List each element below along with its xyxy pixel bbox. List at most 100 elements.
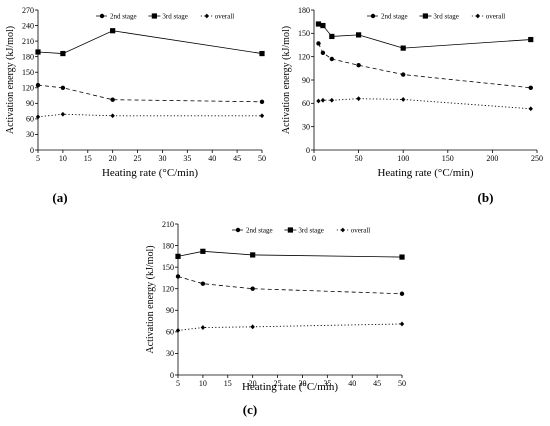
legend-marker — [204, 13, 209, 19]
x-tick-label: 25 — [274, 379, 282, 388]
data-point — [528, 106, 533, 112]
x-tick-label: 35 — [323, 379, 331, 388]
series-line — [318, 43, 531, 89]
y-tick-label: 0 — [306, 146, 310, 155]
x-tick-label: 30 — [158, 154, 166, 163]
data-point — [320, 97, 326, 103]
data-point — [316, 98, 321, 104]
chart-panel: 0 30 60 90 120 150 180 0 50 100 150 200 250 Heating r… — [281, 6, 543, 205]
y-tick-label: 90 — [166, 306, 174, 315]
data-point — [60, 85, 66, 90]
x-tick-label: 5 — [36, 154, 40, 163]
series-line — [37, 84, 263, 103]
y-tick-label: 60 — [26, 115, 34, 124]
x-tick-label: 50 — [355, 154, 363, 163]
data-point — [400, 45, 406, 51]
data-point — [315, 21, 322, 27]
series-line — [37, 113, 262, 118]
legend-marker — [340, 227, 345, 233]
x-tick-label: 40 — [348, 379, 356, 388]
data-point — [175, 328, 181, 333]
data-point — [356, 96, 361, 102]
y-tick-label: 30 — [166, 349, 174, 358]
data-point — [329, 56, 335, 62]
y-tick-label: 30 — [302, 122, 310, 131]
series-line — [318, 98, 531, 110]
legend-label: 3rd stage — [162, 13, 187, 21]
x-tick-label: 0 — [312, 154, 316, 163]
legend-marker — [235, 227, 241, 233]
x-tick-label: 250 — [531, 154, 543, 163]
legend-marker — [99, 13, 105, 19]
data-point — [528, 85, 533, 90]
x-tick-label: 20 — [109, 154, 117, 163]
data-point — [175, 274, 181, 279]
y-tick-label: 60 — [166, 328, 174, 337]
data-point — [320, 50, 326, 55]
data-point — [175, 253, 181, 259]
x-tick-label: 50 — [258, 154, 266, 163]
legend-label: 2nd stage — [381, 13, 408, 21]
legend-label: 2nd stage — [110, 13, 137, 21]
x-tick-label: 30 — [298, 379, 306, 388]
y-tick-label: 180 — [162, 241, 174, 250]
y-tick-label: 240 — [22, 21, 34, 30]
data-point — [356, 32, 362, 38]
data-point — [259, 50, 265, 57]
y-tick-label: 270 — [22, 6, 34, 15]
y-tick-label: 150 — [298, 29, 310, 38]
x-tick-label: 25 — [134, 154, 142, 163]
x-axis-title: Heating rate (°C/min) — [102, 167, 198, 179]
y-tick-label: 180 — [298, 6, 310, 15]
legend-label: overall — [486, 13, 505, 21]
data-point — [399, 254, 405, 260]
data-point — [250, 286, 255, 291]
data-point — [200, 281, 206, 286]
legend-marker — [370, 13, 376, 19]
x-tick-label: 5 — [176, 379, 180, 388]
x-axis-title: Heating rate (°C/min) — [377, 167, 473, 179]
legend-label: 2nd stage — [246, 227, 273, 235]
y-tick-label: 210 — [162, 220, 174, 229]
data-point — [528, 36, 534, 43]
data-point — [259, 113, 265, 119]
data-point — [200, 325, 206, 330]
x-tick-label: 200 — [486, 154, 498, 163]
data-point — [316, 41, 321, 46]
series-line — [177, 276, 403, 295]
chart-panel: 0 30 60 90 120 150 180 210 240 270 5 10 15 20 25 30 35 40… — [5, 6, 266, 205]
data-point — [35, 82, 41, 88]
legend-marker — [151, 13, 157, 19]
legend-label: 3rd stage — [298, 227, 323, 235]
data-point — [60, 111, 66, 117]
y-axis-title: Activation energy (kJ/mol) — [5, 26, 16, 134]
data-point — [356, 63, 361, 68]
y-tick-label: 90 — [26, 99, 34, 108]
data-point — [329, 97, 335, 103]
panel-label: (b) — [478, 190, 494, 205]
data-point — [250, 324, 255, 330]
legend-marker — [475, 13, 480, 19]
data-point — [35, 49, 41, 55]
x-tick-label: 15 — [224, 379, 232, 388]
x-tick-label: 15 — [84, 154, 92, 163]
data-point — [35, 114, 41, 120]
data-point — [329, 33, 335, 40]
series-line — [37, 30, 263, 54]
y-tick-label: 0 — [170, 371, 174, 380]
data-point — [250, 252, 256, 258]
data-point — [401, 72, 406, 77]
legend-label: overall — [215, 13, 234, 21]
data-point — [60, 50, 66, 57]
x-tick-label: 45 — [233, 154, 241, 163]
series-line — [177, 323, 403, 331]
y-tick-label: 120 — [22, 84, 34, 93]
y-tick-label: 180 — [22, 52, 34, 61]
x-tick-label: 35 — [183, 154, 191, 163]
x-axis-title: Heating rate (°C/min) — [242, 381, 338, 393]
data-point — [110, 97, 115, 102]
x-tick-label: 10 — [59, 154, 67, 163]
data-point — [399, 291, 405, 296]
panel-label: (c) — [243, 402, 257, 417]
